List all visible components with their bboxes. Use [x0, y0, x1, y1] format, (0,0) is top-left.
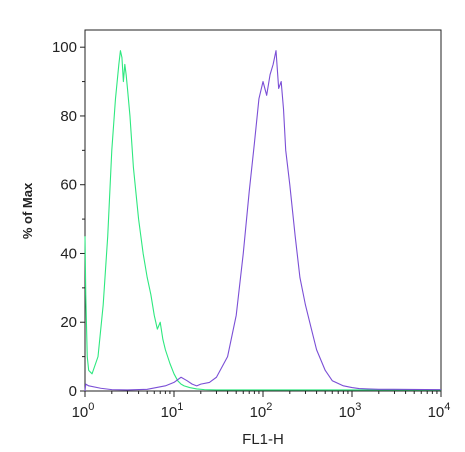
y-tick-label: 100 [52, 39, 77, 56]
x-tick-label: 104 [428, 401, 451, 421]
y-tick-label: 20 [60, 314, 77, 331]
y-tick-label: 80 [60, 108, 77, 125]
x-tick-label: 100 [72, 401, 95, 421]
x-tick-label: 103 [339, 401, 362, 421]
x-axis-ticks: 100 101 102 103 104 [72, 391, 451, 421]
y-tick-label: 60 [60, 177, 77, 194]
x-tick-label: 101 [161, 401, 184, 421]
x-axis-label: FL1-H [242, 431, 284, 448]
series-layer [84, 50, 442, 392]
y-axis-label: % of Max [20, 182, 35, 239]
y-axis-ticks: 0 20 40 60 80 100 [52, 39, 85, 400]
series-line-2 [84, 50, 442, 392]
y-tick-label: 0 [69, 383, 77, 400]
series-line-1 [84, 50, 441, 391]
y-tick-label: 40 [60, 245, 77, 262]
x-tick-label: 102 [250, 401, 273, 421]
plot-frame [84, 29, 442, 392]
